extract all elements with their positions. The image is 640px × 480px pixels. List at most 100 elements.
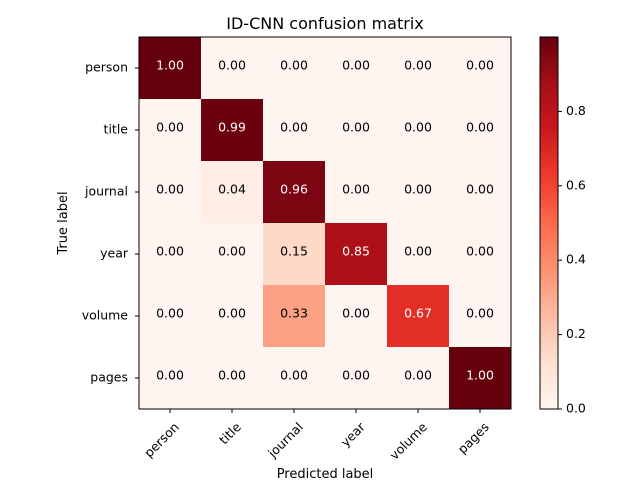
heatmap-cell — [139, 161, 202, 224]
heatmap-cell — [449, 37, 512, 100]
heatmap-cell — [139, 37, 202, 100]
heatmap-cell — [387, 37, 450, 100]
cell-value-label: 0.00 — [342, 120, 370, 135]
colorbar-tick-label: 0.0 — [566, 401, 586, 416]
heatmap-cell — [325, 285, 388, 348]
x-tick-label: journal — [264, 419, 306, 461]
x-tick-label: year — [338, 419, 369, 450]
cell-value-label: 1.00 — [156, 58, 184, 73]
cell-value-label: 0.00 — [404, 368, 432, 383]
cell-value-label: 0.00 — [156, 368, 184, 383]
heatmap-cell — [201, 223, 264, 286]
cell-value-label: 0.00 — [156, 182, 184, 197]
cell-value-label: 0.15 — [280, 244, 308, 259]
cell-value-label: 0.85 — [342, 244, 370, 259]
heatmap-cell — [263, 99, 326, 162]
cell-value-label: 0.00 — [342, 368, 370, 383]
colorbar — [540, 37, 558, 409]
chart-title: ID-CNN confusion matrix — [226, 14, 423, 33]
heatmap-cell — [325, 223, 388, 286]
cell-value-label: 0.96 — [280, 182, 308, 197]
cell-value-label: 0.00 — [218, 58, 246, 73]
y-tick-label: person — [85, 60, 128, 75]
x-axis-ticks: person title journal year volume pages — [141, 409, 492, 463]
cell-value-label: 0.00 — [404, 244, 432, 259]
cell-value-label: 0.00 — [156, 244, 184, 259]
cell-value-label: 0.00 — [280, 58, 308, 73]
cell-value-label: 0.33 — [280, 306, 308, 321]
colorbar-ticks: 0.0 0.2 0.4 0.6 0.8 — [558, 103, 586, 416]
cell-value-label: 0.00 — [466, 182, 494, 197]
colorbar-tick-label: 0.6 — [566, 177, 586, 192]
y-tick-label: journal — [84, 184, 128, 199]
heatmap-cell — [263, 161, 326, 224]
x-tick-label: pages — [455, 419, 492, 456]
heatmap-cell — [139, 99, 202, 162]
cell-value-label: 0.00 — [466, 120, 494, 135]
cell-value-label: 0.00 — [404, 120, 432, 135]
colorbar-tick-label: 0.2 — [566, 326, 586, 341]
heatmap-cell — [325, 99, 388, 162]
colorbar-tick-label: 0.4 — [566, 252, 586, 267]
cell-value-label: 0.00 — [342, 182, 370, 197]
heatmap-cell — [139, 285, 202, 348]
heatmap-cell — [139, 223, 202, 286]
heatmap-cell — [201, 99, 264, 162]
cell-value-label: 0.00 — [218, 306, 246, 321]
heatmap-cell — [387, 285, 450, 348]
heatmap-cell — [387, 99, 450, 162]
x-tick-label: volume — [387, 419, 431, 463]
heatmap-cell — [263, 347, 326, 410]
heatmap-cell — [263, 37, 326, 100]
x-tick-label: person — [141, 419, 182, 460]
y-axis-label: True label — [56, 191, 71, 255]
heatmap-cell — [325, 347, 388, 410]
heatmap-cell — [139, 347, 202, 410]
cell-value-label: 0.04 — [218, 182, 246, 197]
heatmap-cell — [387, 223, 450, 286]
heatmap-cell — [263, 285, 326, 348]
cell-value-label: 0.67 — [404, 306, 432, 321]
heatmap-cell — [201, 161, 264, 224]
cell-value-label: 0.00 — [404, 58, 432, 73]
heatmap-cell — [325, 37, 388, 100]
heatmap-cell — [387, 161, 450, 224]
heatmap-cells: 1.00 0.00 0.00 0.00 0.00 0.00 0.00 0.99 0.00 0.00… — [139, 37, 512, 410]
heatmap-cell — [449, 99, 512, 162]
cell-value-label: 0.00 — [342, 58, 370, 73]
cell-value-label: 0.00 — [342, 306, 370, 321]
cell-value-label: 0.00 — [280, 368, 308, 383]
heatmap-cell — [449, 223, 512, 286]
heatmap-cell — [201, 37, 264, 100]
cell-value-label: 0.00 — [404, 182, 432, 197]
x-tick-label: title — [216, 419, 244, 447]
heatmap-cell — [449, 161, 512, 224]
y-tick-label: pages — [90, 370, 128, 385]
heatmap-cell — [263, 223, 326, 286]
heatmap-cell — [449, 285, 512, 348]
y-axis-ticks: person title journal year volume pages — [82, 60, 139, 385]
cell-value-label: 0.00 — [156, 120, 184, 135]
cell-value-label: 0.99 — [218, 120, 246, 135]
cell-value-label: 0.00 — [466, 306, 494, 321]
y-tick-label: year — [100, 246, 129, 261]
heatmap-frame — [138, 36, 512, 410]
y-tick-label: title — [104, 122, 129, 137]
x-axis-label: Predicted label — [277, 467, 374, 480]
cell-value-label: 0.00 — [218, 244, 246, 259]
cell-value-label: 1.00 — [466, 368, 494, 383]
heatmap-cell — [201, 285, 264, 348]
cell-value-label: 0.00 — [280, 120, 308, 135]
heatmap-cell — [449, 347, 512, 410]
cell-value-label: 0.00 — [218, 368, 246, 383]
heatmap-cell — [387, 347, 450, 410]
cell-value-label: 0.00 — [466, 244, 494, 259]
cell-value-label: 0.00 — [466, 58, 494, 73]
heatmap-cell — [201, 347, 264, 410]
colorbar-tick-label: 0.8 — [566, 103, 586, 118]
y-tick-label: volume — [82, 308, 129, 323]
heatmap-cell — [325, 161, 388, 224]
cell-value-label: 0.00 — [156, 306, 184, 321]
colorbar-frame — [539, 36, 559, 410]
